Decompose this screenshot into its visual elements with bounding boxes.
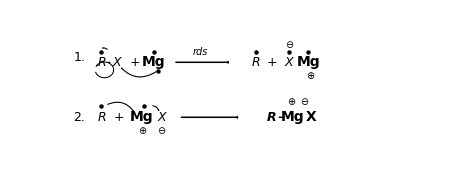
Text: ⊕: ⊕ (138, 126, 146, 136)
Text: Mg: Mg (281, 110, 304, 124)
Text: rds: rds (193, 47, 209, 57)
Text: Mg: Mg (297, 55, 320, 69)
Text: X: X (306, 110, 316, 124)
Text: +: + (129, 56, 140, 69)
Text: ⊖: ⊖ (285, 40, 293, 50)
Text: ⊖: ⊖ (157, 126, 165, 136)
Text: R: R (252, 56, 260, 69)
Text: ⊕: ⊕ (306, 71, 314, 81)
Text: +: + (266, 56, 277, 69)
Text: R: R (97, 56, 106, 69)
Text: R: R (97, 111, 106, 124)
Text: Mg: Mg (130, 110, 154, 124)
Text: 1.: 1. (73, 50, 85, 64)
Text: X: X (284, 56, 293, 69)
Text: R: R (267, 111, 276, 124)
Text: X: X (157, 111, 166, 124)
Text: ⊕: ⊕ (287, 97, 295, 107)
Text: +: + (114, 111, 125, 124)
Text: 2.: 2. (73, 111, 85, 124)
Text: Mg: Mg (142, 55, 166, 69)
Text: ⊖: ⊖ (301, 97, 309, 107)
Text: X: X (113, 56, 122, 69)
